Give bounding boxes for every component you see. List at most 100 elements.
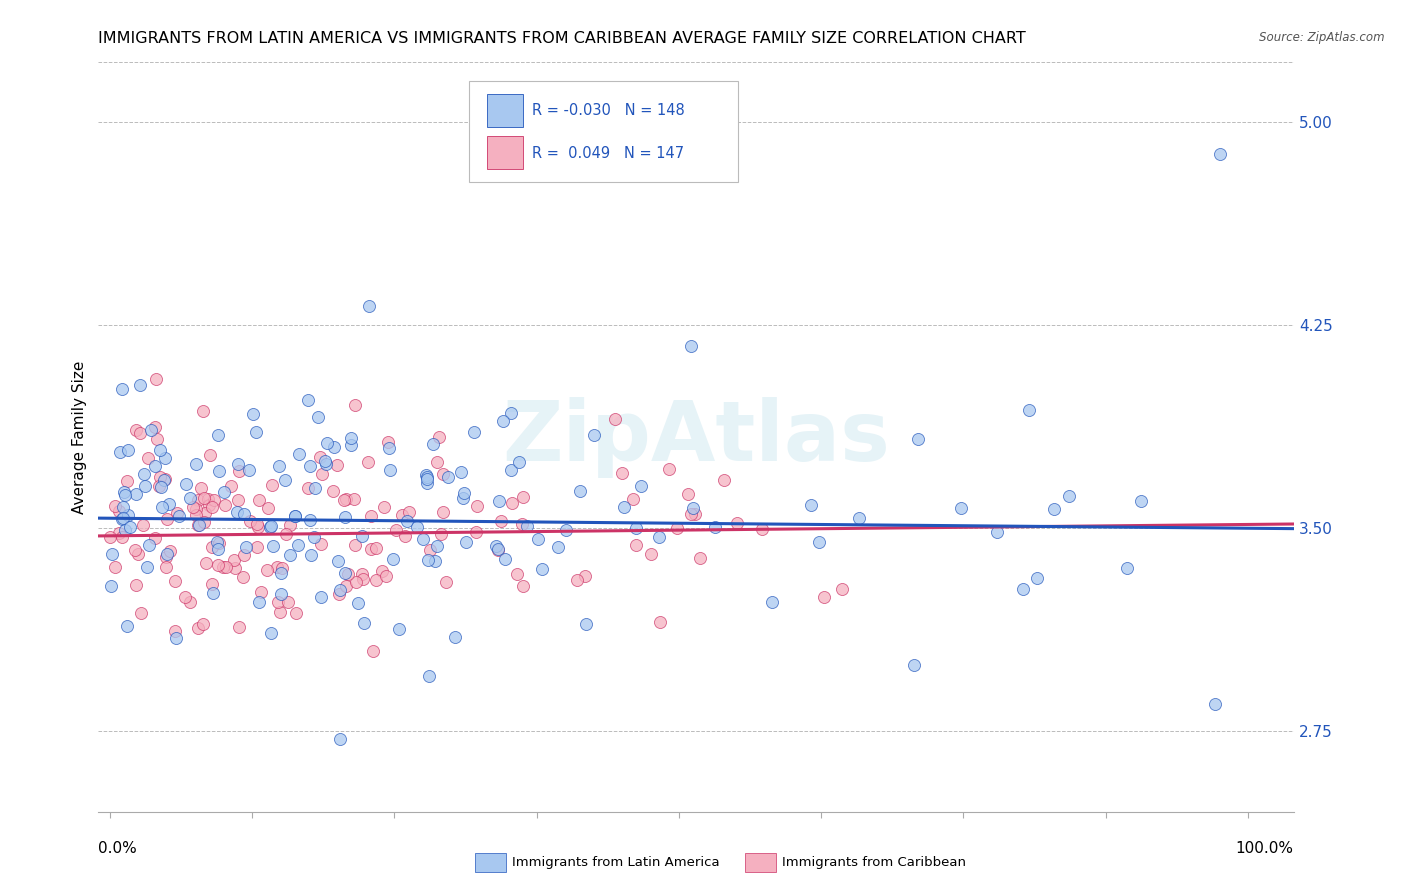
Immigrants from Caribbean <box>132 517 155 532</box>
Immigrants from Latin America <box>339 438 361 452</box>
Immigrants from Caribbean <box>224 561 246 575</box>
Immigrants from Latin America <box>242 407 264 421</box>
Text: 100.0%: 100.0% <box>1236 841 1294 856</box>
Immigrants from Caribbean <box>111 530 134 544</box>
Immigrants from Latin America <box>335 566 357 581</box>
Immigrants from Caribbean <box>98 530 121 544</box>
Immigrants from Caribbean <box>155 559 177 574</box>
Immigrants from Latin America <box>531 562 554 576</box>
Immigrants from Caribbean <box>108 503 131 517</box>
Immigrants from Latin America <box>117 619 139 633</box>
Immigrants from Latin America <box>207 541 229 556</box>
Immigrants from Caribbean <box>232 549 254 563</box>
Immigrants from Caribbean <box>250 584 273 599</box>
Immigrants from Caribbean <box>266 559 288 574</box>
Immigrants from Caribbean <box>366 573 388 587</box>
Immigrants from Caribbean <box>713 474 735 488</box>
Immigrants from Caribbean <box>198 498 221 512</box>
Immigrants from Caribbean <box>214 560 236 574</box>
Immigrants from Latin America <box>207 535 229 549</box>
Immigrants from Latin America <box>149 480 172 494</box>
Immigrants from Caribbean <box>419 543 441 558</box>
Immigrants from Caribbean <box>364 541 387 555</box>
Immigrants from Latin America <box>416 470 439 484</box>
Immigrants from Caribbean <box>245 541 267 555</box>
Immigrants from Caribbean <box>603 412 626 426</box>
Immigrants from Caribbean <box>247 520 270 534</box>
Immigrants from Caribbean <box>149 470 172 484</box>
Immigrants from Latin America <box>396 514 419 528</box>
Immigrants from Latin America <box>141 423 163 437</box>
Immigrants from Latin America <box>761 595 783 609</box>
Immigrants from Caribbean <box>337 567 360 582</box>
Immigrants from Caribbean <box>681 507 703 521</box>
Immigrants from Caribbean <box>685 508 707 522</box>
Immigrants from Caribbean <box>297 481 319 495</box>
Immigrants from Caribbean <box>357 454 380 468</box>
Immigrants from Caribbean <box>326 458 349 473</box>
Immigrants from Latin America <box>125 486 148 500</box>
Immigrants from Latin America <box>287 538 309 552</box>
Immigrants from Caribbean <box>125 577 148 591</box>
Immigrants from Latin America <box>1057 489 1080 503</box>
Immigrants from Latin America <box>1204 697 1226 711</box>
Immigrants from Caribbean <box>266 594 288 608</box>
Immigrants from Caribbean <box>352 572 374 586</box>
Immigrants from Latin America <box>120 520 142 534</box>
Immigrants from Latin America <box>179 491 201 506</box>
Immigrants from Caribbean <box>360 542 382 557</box>
Immigrants from Caribbean <box>143 419 166 434</box>
Immigrants from Caribbean <box>166 506 188 520</box>
Immigrants from Latin America <box>260 626 283 640</box>
Immigrants from Caribbean <box>219 479 242 493</box>
FancyBboxPatch shape <box>486 95 523 127</box>
Immigrants from Latin America <box>450 465 472 479</box>
Immigrants from Latin America <box>249 595 271 609</box>
Immigrants from Caribbean <box>226 492 249 507</box>
Immigrants from Caribbean <box>179 595 201 609</box>
Immigrants from Latin America <box>157 497 180 511</box>
Immigrants from Latin America <box>1209 147 1232 161</box>
Immigrants from Latin America <box>108 445 131 459</box>
Immigrants from Caribbean <box>187 620 209 634</box>
Immigrants from Caribbean <box>155 549 177 564</box>
Immigrants from Caribbean <box>193 404 215 418</box>
Immigrants from Caribbean <box>246 516 269 531</box>
Immigrants from Latin America <box>155 451 177 466</box>
FancyBboxPatch shape <box>486 136 523 169</box>
Immigrants from Latin America <box>143 458 166 473</box>
Immigrants from Caribbean <box>247 492 270 507</box>
Immigrants from Latin America <box>415 472 437 486</box>
Immigrants from Latin America <box>302 530 325 544</box>
Immigrants from Caribbean <box>201 500 224 515</box>
Immigrants from Latin America <box>269 458 291 473</box>
Immigrants from Caribbean <box>190 481 212 495</box>
Immigrants from Caribbean <box>156 512 179 526</box>
Immigrants from Caribbean <box>129 606 152 620</box>
Immigrants from Latin America <box>235 540 257 554</box>
Immigrants from Caribbean <box>813 590 835 604</box>
Immigrants from Latin America <box>426 539 449 553</box>
Immigrants from Caribbean <box>430 527 453 541</box>
Text: Source: ZipAtlas.com: Source: ZipAtlas.com <box>1260 31 1385 45</box>
Immigrants from Latin America <box>630 479 652 493</box>
Immigrants from Caribbean <box>751 522 773 536</box>
Immigrants from Latin America <box>357 299 380 313</box>
Immigrants from Caribbean <box>184 508 207 523</box>
Immigrants from Latin America <box>184 457 207 471</box>
Immigrants from Latin America <box>315 457 337 471</box>
Immigrants from Caribbean <box>256 563 278 577</box>
Immigrants from Latin America <box>134 478 156 492</box>
Immigrants from Latin America <box>681 339 703 353</box>
Immigrants from Latin America <box>1025 571 1047 585</box>
Immigrants from Latin America <box>259 520 281 534</box>
Immigrants from Latin America <box>315 436 337 450</box>
Immigrants from Caribbean <box>187 492 209 507</box>
Immigrants from Latin America <box>149 443 172 458</box>
Immigrants from Caribbean <box>187 517 209 532</box>
Immigrants from Caribbean <box>343 538 366 552</box>
Immigrants from Caribbean <box>148 478 170 492</box>
Immigrants from Latin America <box>225 505 247 519</box>
Immigrants from Caribbean <box>104 499 127 513</box>
Immigrants from Latin America <box>114 488 136 502</box>
